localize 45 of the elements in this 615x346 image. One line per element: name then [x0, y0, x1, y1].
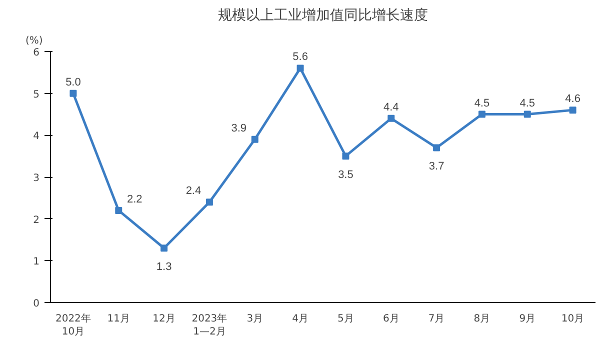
- chart-title: 规模以上工业增加值同比增长速度: [218, 8, 428, 24]
- text: 5.0: [66, 76, 81, 88]
- point: [433, 144, 440, 152]
- x-tick-label: 6月: [382, 314, 400, 324]
- y-axis-title: (%): [26, 36, 43, 46]
- x-tick-label: 9月: [519, 314, 536, 324]
- x-tick-label: 8月: [474, 314, 490, 324]
- text: 4.6: [565, 93, 580, 106]
- text: 5.6: [292, 51, 308, 64]
- point: [342, 152, 350, 160]
- point: [70, 90, 77, 97]
- text: 3.9: [231, 122, 247, 134]
- x-tick-label: 3月: [246, 314, 264, 324]
- point: [115, 206, 122, 214]
- x-tick-label: 7月: [428, 314, 445, 324]
- y-tick-label: 1: [33, 256, 40, 268]
- y-tick-label: 5: [33, 89, 40, 100]
- point: [160, 244, 168, 252]
- y-tick-label: 4: [33, 131, 40, 142]
- y-tick-label: 0: [33, 298, 40, 310]
- point: [251, 136, 258, 143]
- point: [569, 106, 576, 114]
- text: 3.7: [428, 160, 444, 173]
- point: [524, 110, 531, 118]
- y-tick-label: 2: [33, 214, 40, 226]
- x-tick-label: 5月: [338, 314, 354, 324]
- y-tick-label: 3: [33, 173, 40, 184]
- point: [296, 64, 304, 72]
- x-tick-label: 4月: [292, 314, 308, 324]
- text: 4.4: [383, 101, 399, 114]
- point: [478, 110, 486, 118]
- text: 2.2: [126, 193, 142, 206]
- text: 2.4: [186, 185, 202, 198]
- point: [206, 198, 213, 206]
- text: 4.5: [474, 97, 490, 110]
- point: [388, 114, 395, 122]
- y-tick-label: 6: [33, 48, 40, 58]
- x-tick-label: 12月: [152, 314, 176, 324]
- x-tick-label: 11月: [107, 314, 130, 324]
- text: 4.5: [520, 97, 536, 110]
- x-tick-label: 10月: [561, 314, 584, 324]
- text: 1.3: [156, 261, 172, 274]
- x-tick-label: 2023年 1—2月: [192, 312, 228, 338]
- text: 3.5: [338, 169, 354, 182]
- x-tick-label: 2022年 10月: [55, 312, 91, 338]
